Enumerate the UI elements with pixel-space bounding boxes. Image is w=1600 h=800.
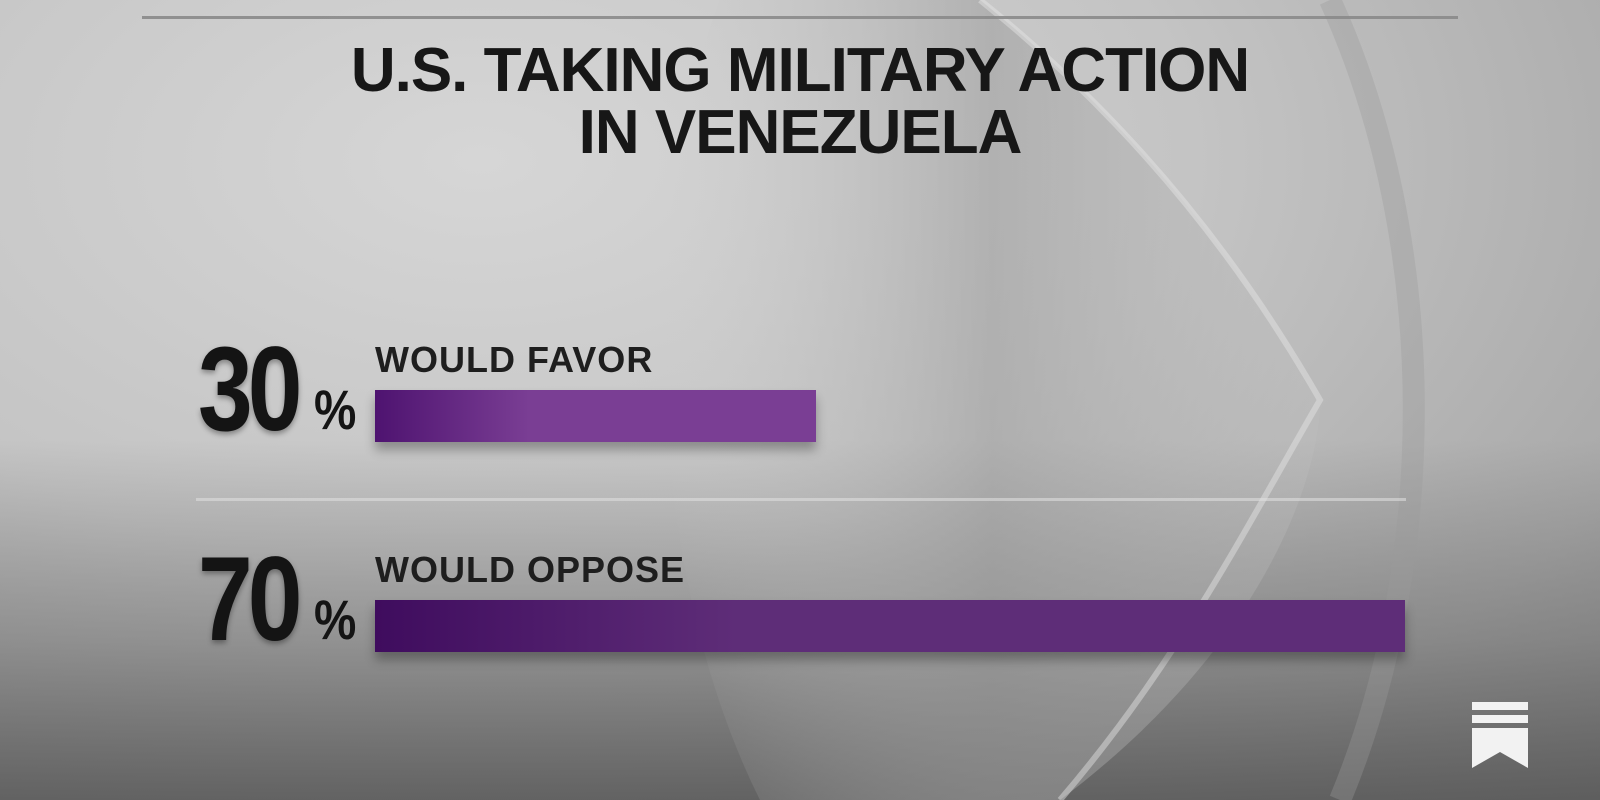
category-label-would-oppose: WOULD OPPOSE — [375, 549, 686, 590]
chart-title: U.S. TAKING MILITARY ACTION IN VENEZUELA — [250, 40, 1350, 164]
category-label-would-favor: WOULD FAVOR — [375, 339, 654, 380]
value-label-would-favor: 30 — [198, 322, 303, 456]
bar-would-oppose — [375, 600, 1405, 652]
percent-sign-would-oppose: % — [314, 588, 357, 651]
value-label-would-oppose: 70 — [198, 532, 303, 666]
percent-sign-would-favor: % — [314, 378, 357, 441]
header-rule — [142, 16, 1458, 19]
row-divider — [196, 498, 1406, 501]
chart-title-line-2: IN VENEZUELA — [578, 98, 1023, 167]
bookmark-stack-icon — [1472, 702, 1528, 768]
chart-title-line-1: U.S. TAKING MILITARY ACTION — [350, 36, 1250, 105]
bar-would-favor — [375, 390, 816, 442]
